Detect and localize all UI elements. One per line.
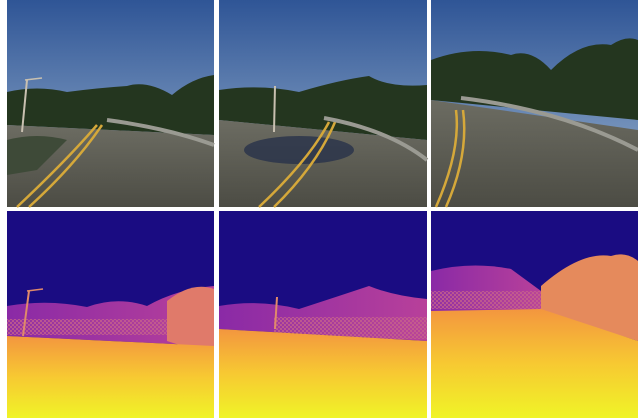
depth-frame bbox=[431, 211, 638, 418]
rgb-frame bbox=[431, 0, 638, 208]
rgb-frame bbox=[7, 0, 215, 208]
rgb-frame bbox=[219, 0, 429, 208]
depth-frame bbox=[7, 211, 214, 418]
depth-frame bbox=[219, 211, 427, 418]
